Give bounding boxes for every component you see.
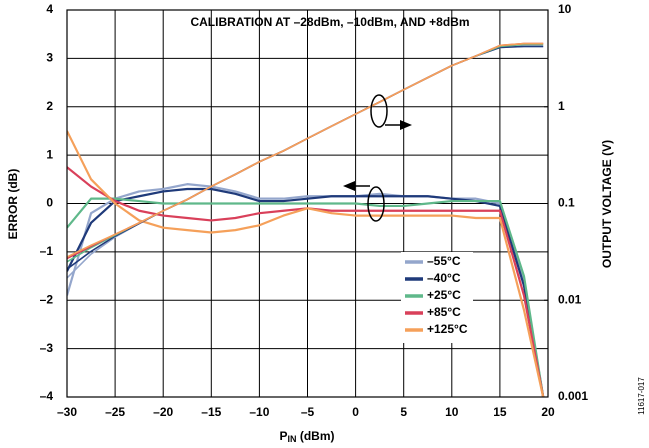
- x-tick-label: –20: [153, 405, 173, 419]
- x-tick-label: 15: [493, 405, 507, 419]
- legend-label: +85°C: [427, 305, 461, 319]
- y2-tick-label: 0.1: [558, 196, 575, 210]
- error-line: [67, 130, 545, 397]
- x-axis-label: PIN (dBm): [279, 429, 334, 444]
- x-tick-label: –25: [105, 405, 125, 419]
- y2-axis-label: OUTPUT VOLTAGE (V): [600, 140, 614, 268]
- y-tick-label: 3: [46, 51, 53, 65]
- calibration-note: CALIBRATION AT –28dBm, –10dBm, AND +8dBm: [190, 15, 469, 29]
- y-tick-label: 4: [46, 2, 53, 16]
- y-tick-label: 0: [46, 196, 53, 210]
- figure-code: 11617-017: [637, 377, 646, 415]
- voltage-line: [67, 42, 544, 258]
- y2-tick-label: 10: [558, 2, 572, 16]
- y2-tick-label: 0.01: [558, 292, 582, 306]
- y-tick-label: –4: [40, 389, 54, 403]
- voltage-line: [67, 43, 544, 263]
- x-tick-label: –5: [301, 405, 315, 419]
- error-line: [67, 197, 545, 397]
- legend-label: +125°C: [427, 322, 468, 336]
- x-tick-label: –10: [249, 405, 269, 419]
- x-tick-label: 10: [445, 405, 459, 419]
- y2-tick-label: 0.001: [558, 389, 588, 403]
- y-axis-label: ERROR (dB): [6, 169, 20, 240]
- x-tick-label: –30: [57, 405, 77, 419]
- legend-label: +25°C: [427, 288, 461, 302]
- y2-tick-label: 1: [558, 99, 565, 113]
- x-tick-label: 5: [400, 405, 407, 419]
- voltage-line: [67, 45, 544, 270]
- y-tick-label: –3: [40, 341, 54, 355]
- x-tick-label: 20: [541, 405, 555, 419]
- y-tick-label: –1: [40, 244, 54, 258]
- x-tick-label: –15: [201, 405, 221, 419]
- y-tick-label: –2: [40, 292, 54, 306]
- legend-label: –40°C: [427, 271, 461, 285]
- y-tick-label: 1: [46, 147, 53, 161]
- legend-label: –55°C: [427, 254, 461, 268]
- error-line: [67, 183, 545, 397]
- y-tick-label: 2: [46, 99, 53, 113]
- voltage-line: [67, 42, 544, 260]
- voltage-line: [67, 45, 544, 279]
- x-tick-label: 0: [352, 405, 359, 419]
- annotation-arrows: [343, 94, 412, 222]
